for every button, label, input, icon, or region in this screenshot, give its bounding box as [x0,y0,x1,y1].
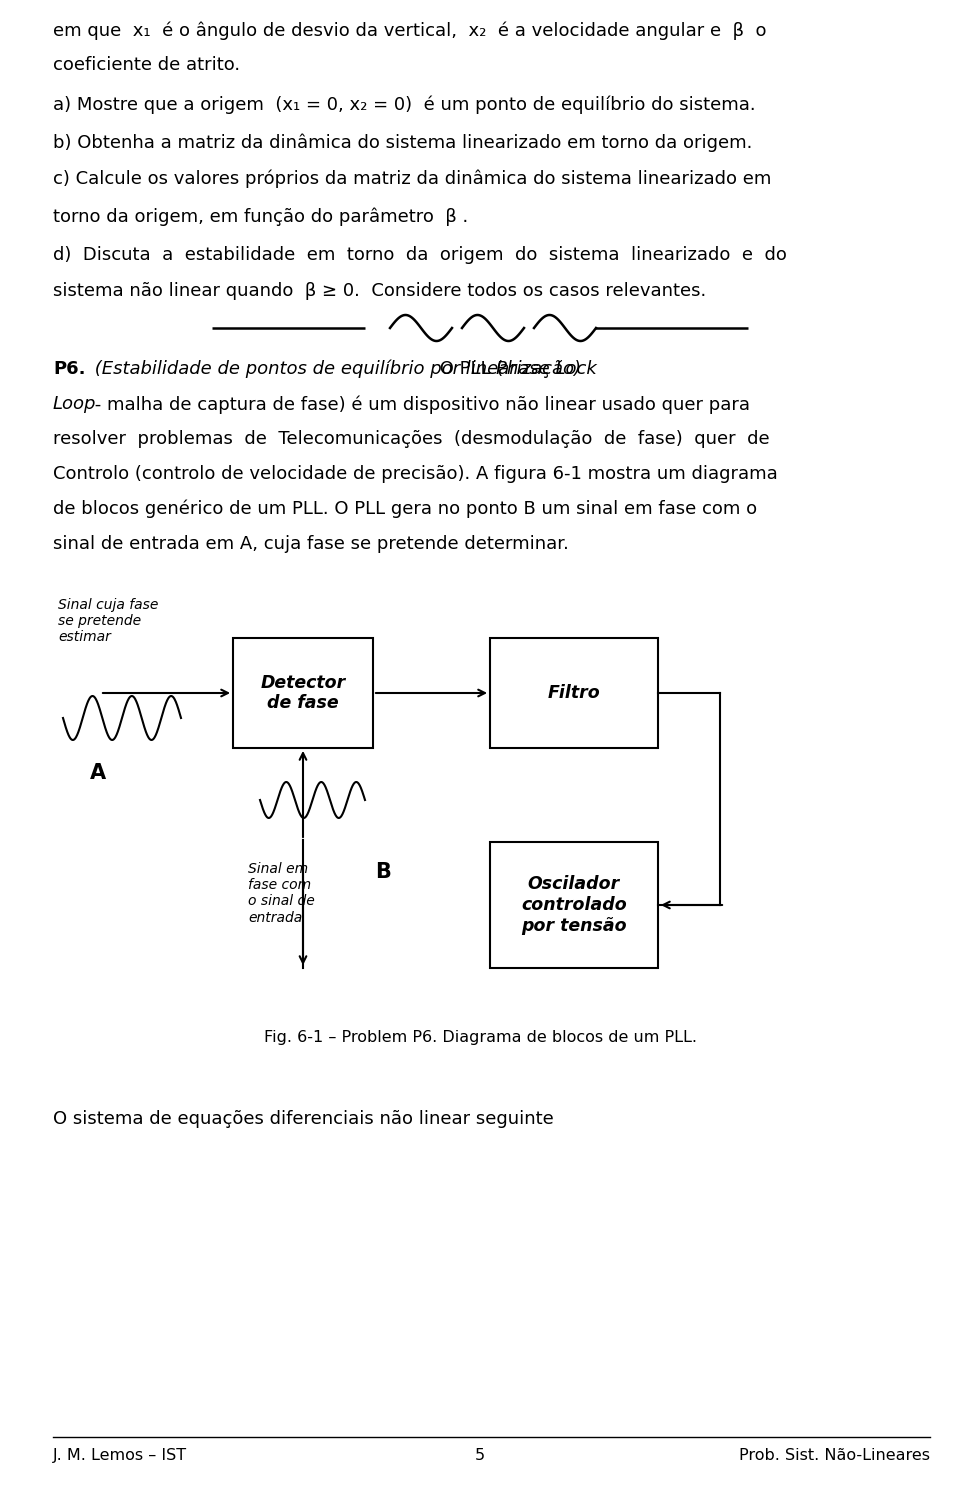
Text: Sinal cuja fase
se pretende
estimar: Sinal cuja fase se pretende estimar [58,598,158,644]
Text: 5: 5 [475,1448,485,1463]
Text: coeficiente de atrito.: coeficiente de atrito. [53,57,240,74]
Text: A: A [90,763,107,784]
Bar [490,842,658,968]
Text: a) Mostre que a origem  (x₁ = 0, x₂ = 0)  é um ponto de equilíbrio do sistema.: a) Mostre que a origem (x₁ = 0, x₂ = 0) … [53,97,756,114]
Bar [233,638,373,748]
Text: b) Obtenha a matriz da dinâmica do sistema linearizado em torno da origem.: b) Obtenha a matriz da dinâmica do siste… [53,132,753,152]
Text: Loop: Loop [53,396,96,413]
Text: (Estabilidade de pontos de equilíbrio por linearização): (Estabilidade de pontos de equilíbrio po… [89,360,581,379]
Text: de blocos genérico de um PLL. O PLL gera no ponto B um sinal em fase com o: de blocos genérico de um PLL. O PLL gera… [53,500,757,519]
Text: torno da origem, em função do parâmetro  β .: torno da origem, em função do parâmetro … [53,207,468,226]
Text: Fig. 6-1 – Problem P6. Diagrama de blocos de um PLL.: Fig. 6-1 – Problem P6. Diagrama de bloco… [263,1030,697,1045]
Text: Filtro: Filtro [547,684,600,702]
Text: B: B [375,862,391,882]
Text: d)  Discuta  a  estabilidade  em  torno  da  origem  do  sistema  linearizado  e: d) Discuta a estabilidade em torno da or… [53,245,787,265]
Text: J. M. Lemos – IST: J. M. Lemos – IST [53,1448,187,1463]
Text: Oscilador
controlado
por tensão: Oscilador controlado por tensão [521,876,627,935]
Text: Sinal em
fase com
o sinal de
entrada: Sinal em fase com o sinal de entrada [248,862,315,925]
Text: P6.: P6. [53,360,85,378]
Text: sistema não linear quando  β ≥ 0.  Considere todos os casos relevantes.: sistema não linear quando β ≥ 0. Conside… [53,283,707,300]
Text: sinal de entrada em A, cuja fase se pretende determinar.: sinal de entrada em A, cuja fase se pret… [53,535,569,553]
Text: O PLL (: O PLL ( [434,360,503,378]
Text: Detector
de fase: Detector de fase [260,674,346,712]
Text: resolver  problemas  de  Telecomunicações  (desmodulação  de  fase)  quer  de: resolver problemas de Telecomunicações (… [53,430,770,448]
Text: em que  x₁  é o ângulo de desvio da vertical,  x₂  é a velocidade angular e  β  : em que x₁ é o ângulo de desvio da vertic… [53,22,766,40]
Text: Phase Lock: Phase Lock [496,360,597,378]
Text: c) Calcule os valores próprios da matriz da dinâmica do sistema linearizado em: c) Calcule os valores próprios da matriz… [53,170,772,189]
Text: Controlo (controlo de velocidade de precisão). A figura 6-1 mostra um diagrama: Controlo (controlo de velocidade de prec… [53,465,778,483]
Bar [490,638,658,748]
Text: - malha de captura de fase) é um dispositivo não linear usado quer para: - malha de captura de fase) é um disposi… [89,396,750,413]
Text: O sistema de equações diferenciais não linear seguinte: O sistema de equações diferenciais não l… [53,1109,554,1129]
Text: Prob. Sist. Não-Lineares: Prob. Sist. Não-Lineares [739,1448,930,1463]
